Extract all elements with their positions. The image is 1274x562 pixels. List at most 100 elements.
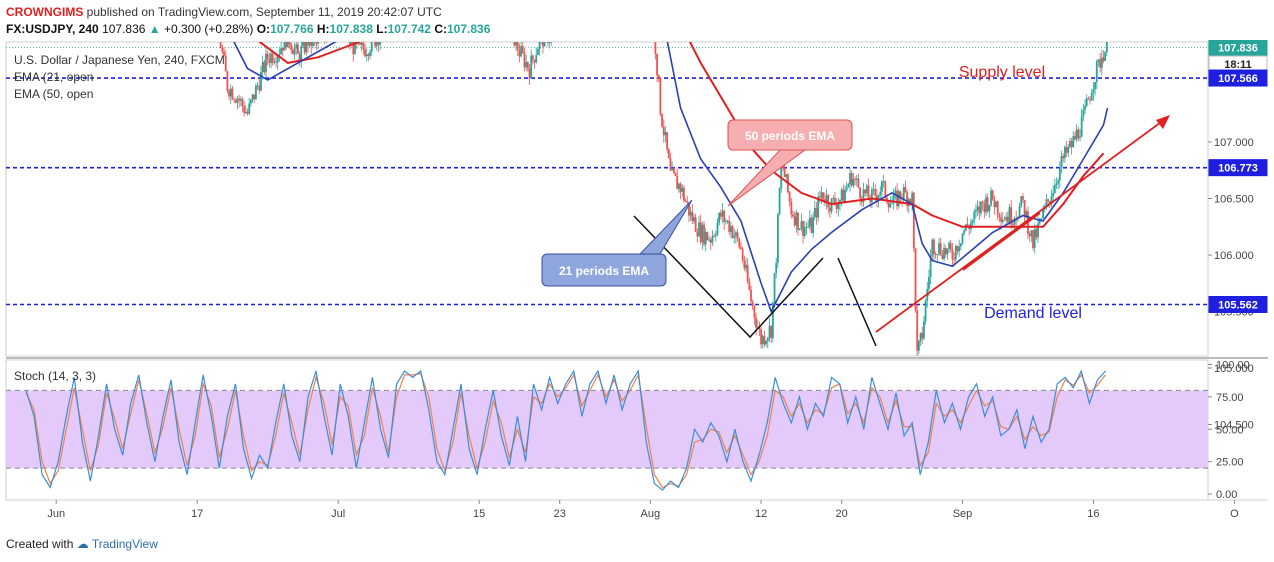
candle-body <box>798 228 801 230</box>
candle-body <box>1006 216 1009 223</box>
candle-body <box>662 126 665 136</box>
time-tick-label: Jun <box>47 508 65 520</box>
candle-body <box>548 42 551 43</box>
candle-body <box>956 246 959 252</box>
price-tag <box>1208 159 1268 177</box>
candle-body <box>1028 233 1031 237</box>
candle-body <box>793 216 796 226</box>
ema50-legend[interactable]: EMA (50, open <box>14 87 93 101</box>
candle-body <box>775 262 778 274</box>
candle-body <box>768 326 771 338</box>
candle-body <box>535 54 538 63</box>
time-tick-label: 12 <box>755 508 767 520</box>
candle-body <box>679 183 682 192</box>
main-pane[interactable] <box>5 41 1209 357</box>
candle-body <box>1020 196 1023 206</box>
level-lines <box>6 47 1208 306</box>
candle-body <box>795 212 798 226</box>
candle-body <box>303 42 306 53</box>
candle-body <box>1001 219 1004 222</box>
candle-body <box>805 226 808 228</box>
time-axis[interactable]: Jun 17 Jul 15 23 Aug 12 20 Sep 16 O <box>47 500 1239 520</box>
time-tick-label: 17 <box>191 508 203 520</box>
price-tick-label: 105.000 <box>1214 363 1254 375</box>
candle-body <box>231 88 234 100</box>
candle-body <box>993 199 996 208</box>
arrow-head-icon <box>1156 115 1170 129</box>
candle-body <box>1090 93 1093 101</box>
ema50-line <box>258 42 1105 228</box>
candle-body <box>776 214 779 263</box>
candle-body <box>803 227 806 236</box>
candle-body <box>882 181 885 182</box>
candle-body <box>842 189 845 202</box>
candle-body <box>296 44 299 54</box>
candle-body <box>718 213 721 223</box>
publish-line: CROWNGIMS published on TradingView.com, … <box>6 5 442 19</box>
candle-body <box>354 42 356 55</box>
trendline-drawings <box>633 115 1170 347</box>
candle-body <box>961 233 964 244</box>
candle-body <box>844 190 846 202</box>
symbol-line: FX:USDJPY, 240 107.836 ▲ +0.300 (+0.28%)… <box>6 22 490 36</box>
candle-body <box>672 168 675 173</box>
candle-body <box>1047 199 1050 202</box>
candle-body <box>810 217 813 233</box>
author-name[interactable]: CROWNGIMS <box>6 5 84 19</box>
tradingview-brand-link[interactable]: TradingView <box>91 537 158 551</box>
candle-body <box>369 51 371 57</box>
candle-body <box>238 98 241 101</box>
candle-body <box>870 189 873 203</box>
candle-body <box>271 53 274 63</box>
candle-body <box>1082 110 1085 117</box>
candle-body <box>312 42 314 46</box>
candle-body <box>1008 207 1011 223</box>
candles <box>219 42 1108 356</box>
candle-body <box>731 226 734 238</box>
price-tag-label: 18:11 <box>1224 59 1252 71</box>
candle-body <box>736 232 739 239</box>
candle-body <box>260 71 262 91</box>
candle-body <box>1075 129 1078 140</box>
candle-body <box>928 276 930 289</box>
candle-body <box>1100 57 1103 68</box>
candle-body <box>889 203 892 208</box>
candle-body <box>538 42 541 50</box>
candle-body <box>1033 229 1036 249</box>
candle-body <box>859 187 862 199</box>
candle-body <box>914 248 917 311</box>
candle-body <box>1065 146 1068 153</box>
candle-body <box>310 42 313 46</box>
candle-body <box>745 264 747 269</box>
candle-body <box>1038 219 1041 224</box>
candle-body <box>755 317 757 328</box>
candle-body <box>924 300 927 322</box>
candle-body <box>818 196 821 198</box>
candle-body <box>1062 155 1065 159</box>
candle-body <box>911 192 914 205</box>
stoch-axis[interactable]: 100.00 75.00 50.00 25.00 0.00 <box>1208 360 1250 502</box>
candle-body <box>543 42 546 47</box>
time-tick-label: 15 <box>473 508 485 520</box>
candle-body <box>815 207 818 218</box>
candle-body <box>936 254 939 255</box>
candle-body <box>352 42 355 55</box>
candle-body <box>743 260 746 269</box>
candle-body <box>1067 146 1070 153</box>
candle-body <box>1010 207 1013 225</box>
candle-body <box>659 77 662 115</box>
candle-body <box>840 189 843 200</box>
ema21-legend[interactable]: EMA (21, open <box>14 70 93 84</box>
candle-body <box>523 52 526 68</box>
candle-body <box>986 197 989 212</box>
close-label: C: <box>434 22 447 36</box>
ema50-callout[interactable]: 50 periods EMA <box>727 119 853 207</box>
chart-legend: U.S. Dollar / Japanese Yen, 240, FXCM EM… <box>14 53 225 101</box>
ema21-callout[interactable]: 21 periods EMA <box>541 199 693 287</box>
candle-body <box>973 211 976 221</box>
candle-body <box>1095 61 1098 83</box>
price-axis[interactable]: 109.500109.000108.500108.000107.000106.5… <box>1208 40 1254 432</box>
price-chart[interactable]: 50 periods EMA 21 periods EMA Supply lev… <box>0 40 1274 530</box>
candle-body <box>1048 201 1051 203</box>
candle-body <box>1005 216 1008 220</box>
